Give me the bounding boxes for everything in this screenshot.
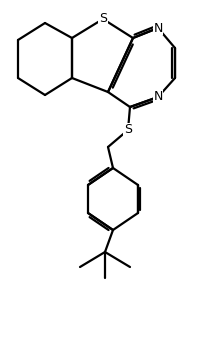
Text: N: N xyxy=(153,90,162,103)
Text: S: S xyxy=(99,13,106,26)
Text: S: S xyxy=(123,123,131,136)
Text: N: N xyxy=(153,21,162,34)
